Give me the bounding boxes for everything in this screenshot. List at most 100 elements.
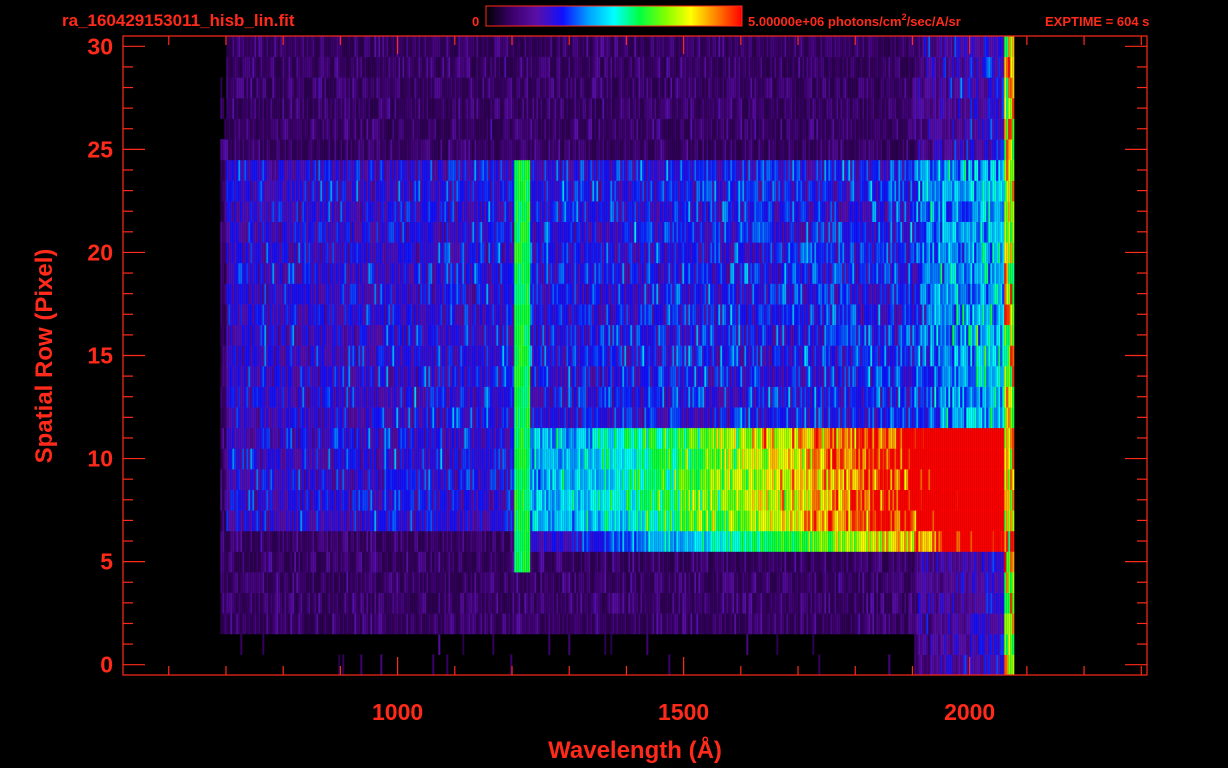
heatmap-cell bbox=[534, 386, 537, 408]
heatmap-cell bbox=[922, 551, 925, 573]
heatmap-cell bbox=[678, 510, 681, 532]
heatmap-cell bbox=[572, 530, 575, 552]
heatmap-cell bbox=[258, 489, 261, 511]
heatmap-cell bbox=[638, 510, 641, 532]
heatmap-cell bbox=[918, 530, 921, 552]
heatmap-cell bbox=[934, 551, 937, 573]
heatmap-cell bbox=[590, 427, 593, 449]
heatmap-cell bbox=[866, 448, 869, 470]
heatmap-cell bbox=[450, 613, 453, 635]
heatmap-cell bbox=[818, 448, 821, 470]
heatmap-cell bbox=[784, 551, 787, 573]
heatmap-cell bbox=[780, 468, 783, 490]
heatmap-cell bbox=[428, 551, 431, 573]
heatmap-cell bbox=[610, 448, 613, 470]
heatmap-cell bbox=[282, 489, 285, 511]
heatmap-cell bbox=[466, 592, 469, 614]
heatmap-cell bbox=[530, 489, 533, 511]
heatmap-cell bbox=[918, 407, 921, 429]
heatmap-cell bbox=[888, 448, 891, 470]
heatmap-cell bbox=[640, 489, 643, 511]
heatmap-cell bbox=[570, 407, 573, 429]
heatmap-cell bbox=[1004, 571, 1007, 593]
heatmap-cell bbox=[438, 633, 441, 655]
heatmap-cell bbox=[360, 407, 363, 429]
heatmap-cell bbox=[976, 386, 979, 408]
heatmap-cell bbox=[930, 571, 933, 593]
heatmap-cell bbox=[800, 448, 803, 470]
heatmap-cell bbox=[968, 551, 971, 573]
heatmap-cell bbox=[994, 613, 997, 635]
heatmap-cell bbox=[446, 448, 449, 470]
heatmap-cell bbox=[946, 427, 949, 449]
heatmap-cell bbox=[416, 571, 419, 593]
heatmap-cell bbox=[920, 592, 923, 614]
heatmap-cell bbox=[574, 407, 577, 429]
heatmap-cell bbox=[882, 571, 885, 593]
heatmap-cell bbox=[936, 551, 939, 573]
heatmap-cell bbox=[550, 592, 553, 614]
heatmap-cell bbox=[794, 510, 797, 532]
heatmap-cell bbox=[500, 427, 503, 449]
heatmap-cell bbox=[294, 613, 297, 635]
heatmap-cell bbox=[616, 489, 619, 511]
heatmap-cell bbox=[676, 448, 679, 470]
heatmap-cell bbox=[818, 468, 821, 490]
heatmap-cell bbox=[276, 592, 279, 614]
heatmap-cell bbox=[582, 489, 585, 511]
heatmap-cell bbox=[844, 386, 847, 408]
heatmap-cell bbox=[396, 592, 399, 614]
heatmap-cell bbox=[962, 448, 965, 470]
heatmap-cell bbox=[580, 489, 583, 511]
heatmap-cell bbox=[682, 386, 685, 408]
heatmap-cell bbox=[624, 468, 627, 490]
heatmap-cell bbox=[570, 613, 573, 635]
heatmap-cell bbox=[608, 489, 611, 511]
heatmap-cell bbox=[760, 489, 763, 511]
heatmap-cell bbox=[756, 592, 759, 614]
heatmap-cell bbox=[632, 386, 635, 408]
heatmap-cell bbox=[578, 468, 581, 490]
heatmap-cell bbox=[972, 468, 975, 490]
heatmap-cell bbox=[806, 510, 809, 532]
heatmap-cell bbox=[746, 592, 749, 614]
heatmap-cell bbox=[494, 427, 497, 449]
heatmap-cell bbox=[818, 613, 821, 635]
heatmap-cell bbox=[564, 427, 567, 449]
heatmap-cell bbox=[1002, 571, 1005, 593]
heatmap-cell bbox=[856, 613, 859, 635]
heatmap-cell bbox=[608, 427, 611, 449]
heatmap-cell bbox=[366, 510, 369, 532]
heatmap-cell bbox=[882, 551, 885, 573]
heatmap-cell bbox=[588, 407, 591, 429]
heatmap-cell bbox=[270, 468, 273, 490]
heatmap-cell bbox=[726, 530, 729, 552]
heatmap-cell bbox=[648, 386, 651, 408]
heatmap-cell bbox=[612, 427, 615, 449]
heatmap-cell bbox=[658, 613, 661, 635]
heatmap-cell bbox=[914, 386, 917, 408]
heatmap-cell bbox=[838, 551, 841, 573]
heatmap-cell bbox=[978, 633, 981, 655]
heatmap-cell bbox=[734, 613, 737, 635]
heatmap-cell bbox=[926, 510, 929, 532]
heatmap-cell bbox=[952, 510, 955, 532]
heatmap-cell bbox=[998, 530, 1001, 552]
heatmap-cell bbox=[220, 613, 223, 635]
heatmap-cell bbox=[574, 427, 577, 449]
heatmap-cell bbox=[856, 489, 859, 511]
heatmap-cell bbox=[944, 448, 947, 470]
heatmap-cell bbox=[860, 530, 863, 552]
heatmap-cell bbox=[290, 530, 293, 552]
heatmap-cell bbox=[820, 592, 823, 614]
heatmap-cell bbox=[762, 427, 765, 449]
heatmap-cell bbox=[592, 510, 595, 532]
heatmap-cell bbox=[374, 386, 377, 408]
heatmap-cell bbox=[328, 530, 331, 552]
heatmap-cell bbox=[854, 551, 857, 573]
heatmap-cell bbox=[366, 448, 369, 470]
heatmap-cell bbox=[682, 427, 685, 449]
heatmap-cell bbox=[284, 571, 287, 593]
heatmap-cell bbox=[326, 571, 329, 593]
heatmap-cell bbox=[918, 386, 921, 408]
